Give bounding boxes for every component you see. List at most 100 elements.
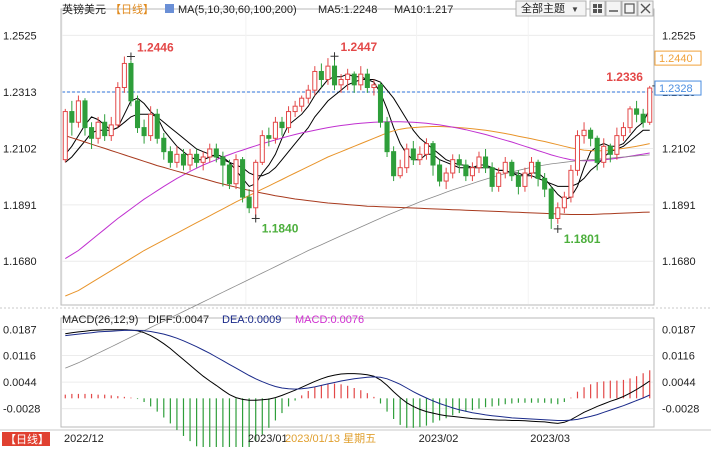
candle[interactable] bbox=[535, 159, 541, 187]
candle[interactable] bbox=[226, 159, 232, 190]
candle[interactable] bbox=[417, 146, 423, 166]
candle[interactable] bbox=[286, 106, 292, 133]
candle[interactable] bbox=[404, 143, 410, 174]
candle[interactable] bbox=[253, 159, 259, 219]
candle[interactable] bbox=[312, 66, 318, 96]
candle[interactable] bbox=[351, 71, 357, 93]
candle[interactable] bbox=[292, 100, 298, 117]
candle[interactable] bbox=[391, 146, 397, 182]
candle[interactable] bbox=[108, 116, 114, 141]
candle[interactable] bbox=[75, 95, 81, 128]
candle[interactable] bbox=[437, 159, 443, 187]
candle[interactable] bbox=[345, 68, 351, 91]
candle[interactable] bbox=[128, 60, 134, 107]
maximize-button[interactable] bbox=[621, 0, 638, 17]
candle[interactable] bbox=[496, 167, 502, 192]
candle[interactable] bbox=[318, 63, 324, 88]
candle[interactable] bbox=[476, 151, 482, 174]
candle[interactable] bbox=[102, 114, 108, 141]
candle[interactable] bbox=[95, 116, 101, 144]
candle[interactable] bbox=[246, 189, 252, 214]
candle[interactable] bbox=[483, 148, 489, 174]
candle[interactable] bbox=[148, 106, 154, 141]
candle[interactable] bbox=[515, 170, 521, 195]
period-label[interactable]: 【日线】 bbox=[110, 2, 154, 16]
candle[interactable] bbox=[581, 122, 587, 144]
candle[interactable] bbox=[588, 127, 594, 147]
candle[interactable] bbox=[167, 146, 173, 168]
candle[interactable] bbox=[358, 66, 364, 91]
candle[interactable] bbox=[489, 162, 495, 192]
candle[interactable] bbox=[542, 173, 548, 198]
candle[interactable] bbox=[207, 143, 213, 163]
candle[interactable] bbox=[213, 143, 219, 163]
candle[interactable] bbox=[174, 146, 180, 168]
candle[interactable] bbox=[443, 167, 449, 190]
candle[interactable] bbox=[574, 130, 581, 176]
candle[interactable] bbox=[259, 130, 265, 166]
candle[interactable] bbox=[299, 95, 305, 112]
candle[interactable] bbox=[384, 116, 390, 157]
candle[interactable] bbox=[463, 159, 469, 182]
candle[interactable] bbox=[194, 148, 200, 168]
period-switch-button[interactable] bbox=[2, 432, 50, 446]
candle[interactable] bbox=[180, 148, 187, 171]
candle[interactable] bbox=[121, 56, 127, 93]
minimize-button[interactable] bbox=[605, 0, 622, 17]
candlesticks[interactable] bbox=[62, 56, 653, 229]
candle[interactable] bbox=[509, 159, 515, 182]
candle[interactable] bbox=[430, 140, 436, 176]
candle[interactable] bbox=[528, 157, 535, 179]
candle[interactable] bbox=[266, 127, 272, 147]
candle[interactable] bbox=[240, 157, 246, 203]
candle[interactable] bbox=[141, 119, 147, 144]
candle[interactable] bbox=[548, 186, 554, 229]
candle[interactable] bbox=[200, 151, 206, 171]
candle[interactable] bbox=[69, 100, 75, 136]
candle[interactable] bbox=[502, 157, 508, 179]
candle[interactable] bbox=[377, 82, 384, 128]
grid-view-button[interactable] bbox=[589, 0, 606, 17]
candle[interactable] bbox=[627, 106, 633, 133]
candle[interactable] bbox=[134, 95, 141, 133]
candle[interactable] bbox=[338, 74, 344, 93]
candle[interactable] bbox=[594, 135, 600, 171]
candle[interactable] bbox=[469, 162, 475, 182]
candle[interactable] bbox=[89, 122, 95, 149]
candle[interactable] bbox=[450, 154, 456, 179]
candle[interactable] bbox=[423, 138, 429, 160]
candle[interactable] bbox=[620, 122, 626, 141]
candle[interactable] bbox=[272, 116, 278, 144]
candle[interactable] bbox=[568, 165, 574, 203]
candle[interactable] bbox=[233, 154, 239, 190]
candle[interactable] bbox=[220, 151, 226, 187]
candle[interactable] bbox=[279, 116, 285, 136]
candle[interactable] bbox=[640, 108, 646, 128]
candle[interactable] bbox=[161, 132, 167, 160]
candle[interactable] bbox=[371, 79, 377, 96]
candle[interactable] bbox=[331, 56, 338, 91]
candle[interactable] bbox=[410, 140, 416, 166]
candle[interactable] bbox=[154, 108, 160, 144]
candle[interactable] bbox=[634, 100, 640, 123]
ma-settings-icon[interactable] bbox=[165, 4, 174, 13]
candle[interactable] bbox=[325, 58, 331, 85]
candle[interactable] bbox=[187, 148, 193, 171]
candle[interactable] bbox=[522, 167, 528, 192]
candle[interactable] bbox=[115, 82, 121, 128]
candle[interactable] bbox=[555, 202, 561, 224]
candle[interactable] bbox=[607, 143, 613, 163]
candle[interactable] bbox=[62, 108, 68, 163]
candle[interactable] bbox=[601, 138, 607, 168]
candle[interactable] bbox=[364, 68, 370, 93]
candle[interactable] bbox=[397, 159, 403, 179]
theme-select-button[interactable] bbox=[515, 0, 587, 17]
candle[interactable] bbox=[82, 98, 88, 136]
candle[interactable] bbox=[456, 154, 462, 174]
candle[interactable] bbox=[614, 127, 620, 160]
candle[interactable] bbox=[305, 84, 311, 104]
candle[interactable] bbox=[647, 85, 653, 125]
candle[interactable] bbox=[561, 191, 567, 214]
